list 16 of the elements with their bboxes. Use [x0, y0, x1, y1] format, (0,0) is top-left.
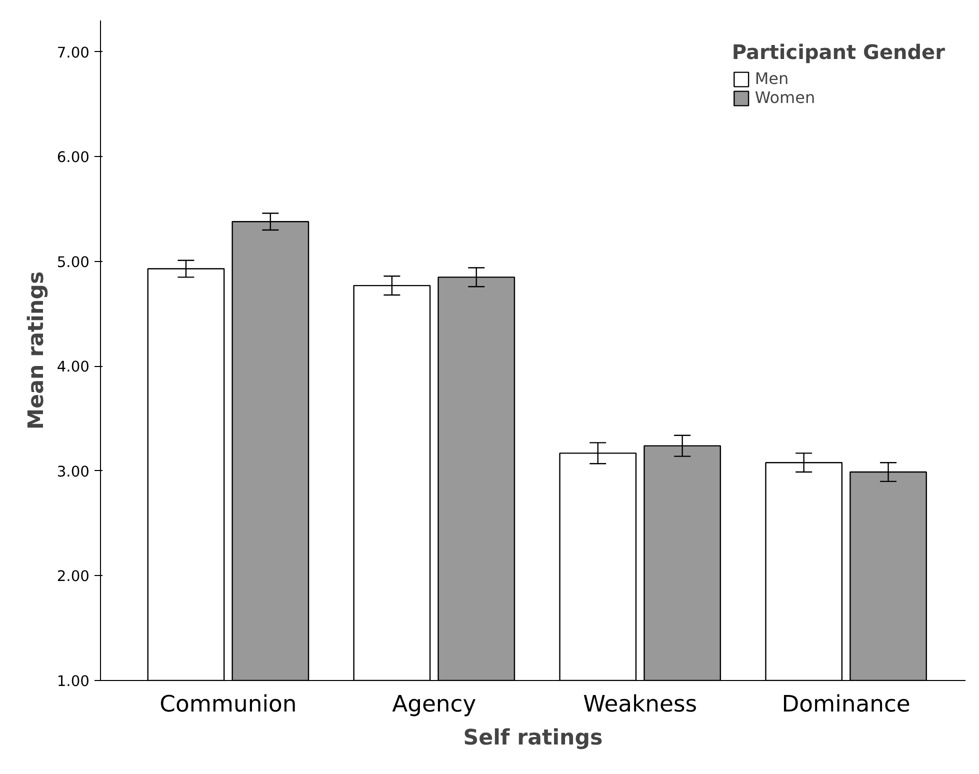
- legend-label: Women: [754, 88, 816, 107]
- x-tick-label: Dominance: [782, 692, 910, 718]
- y-tick-label: 2.00: [56, 568, 90, 586]
- y-tick-label: 5.00: [56, 254, 90, 271]
- x-tick-label: Weakness: [583, 692, 698, 718]
- x-axis-title: Self ratings: [463, 726, 603, 750]
- y-tick-label: 3.00: [56, 463, 90, 480]
- y-axis-title: Mean ratings: [24, 271, 49, 430]
- x-tick-label: Communion: [160, 692, 297, 718]
- y-tick-label: 6.00: [56, 149, 90, 166]
- y-tick-label: 4.00: [56, 358, 90, 376]
- y-tick-label: 1.00: [56, 673, 90, 690]
- legend-title: Participant Gender: [732, 40, 945, 64]
- x-tick-label: Agency: [392, 692, 476, 718]
- legend-label: Men: [754, 69, 789, 88]
- y-tick-label: 7.00: [56, 44, 90, 62]
